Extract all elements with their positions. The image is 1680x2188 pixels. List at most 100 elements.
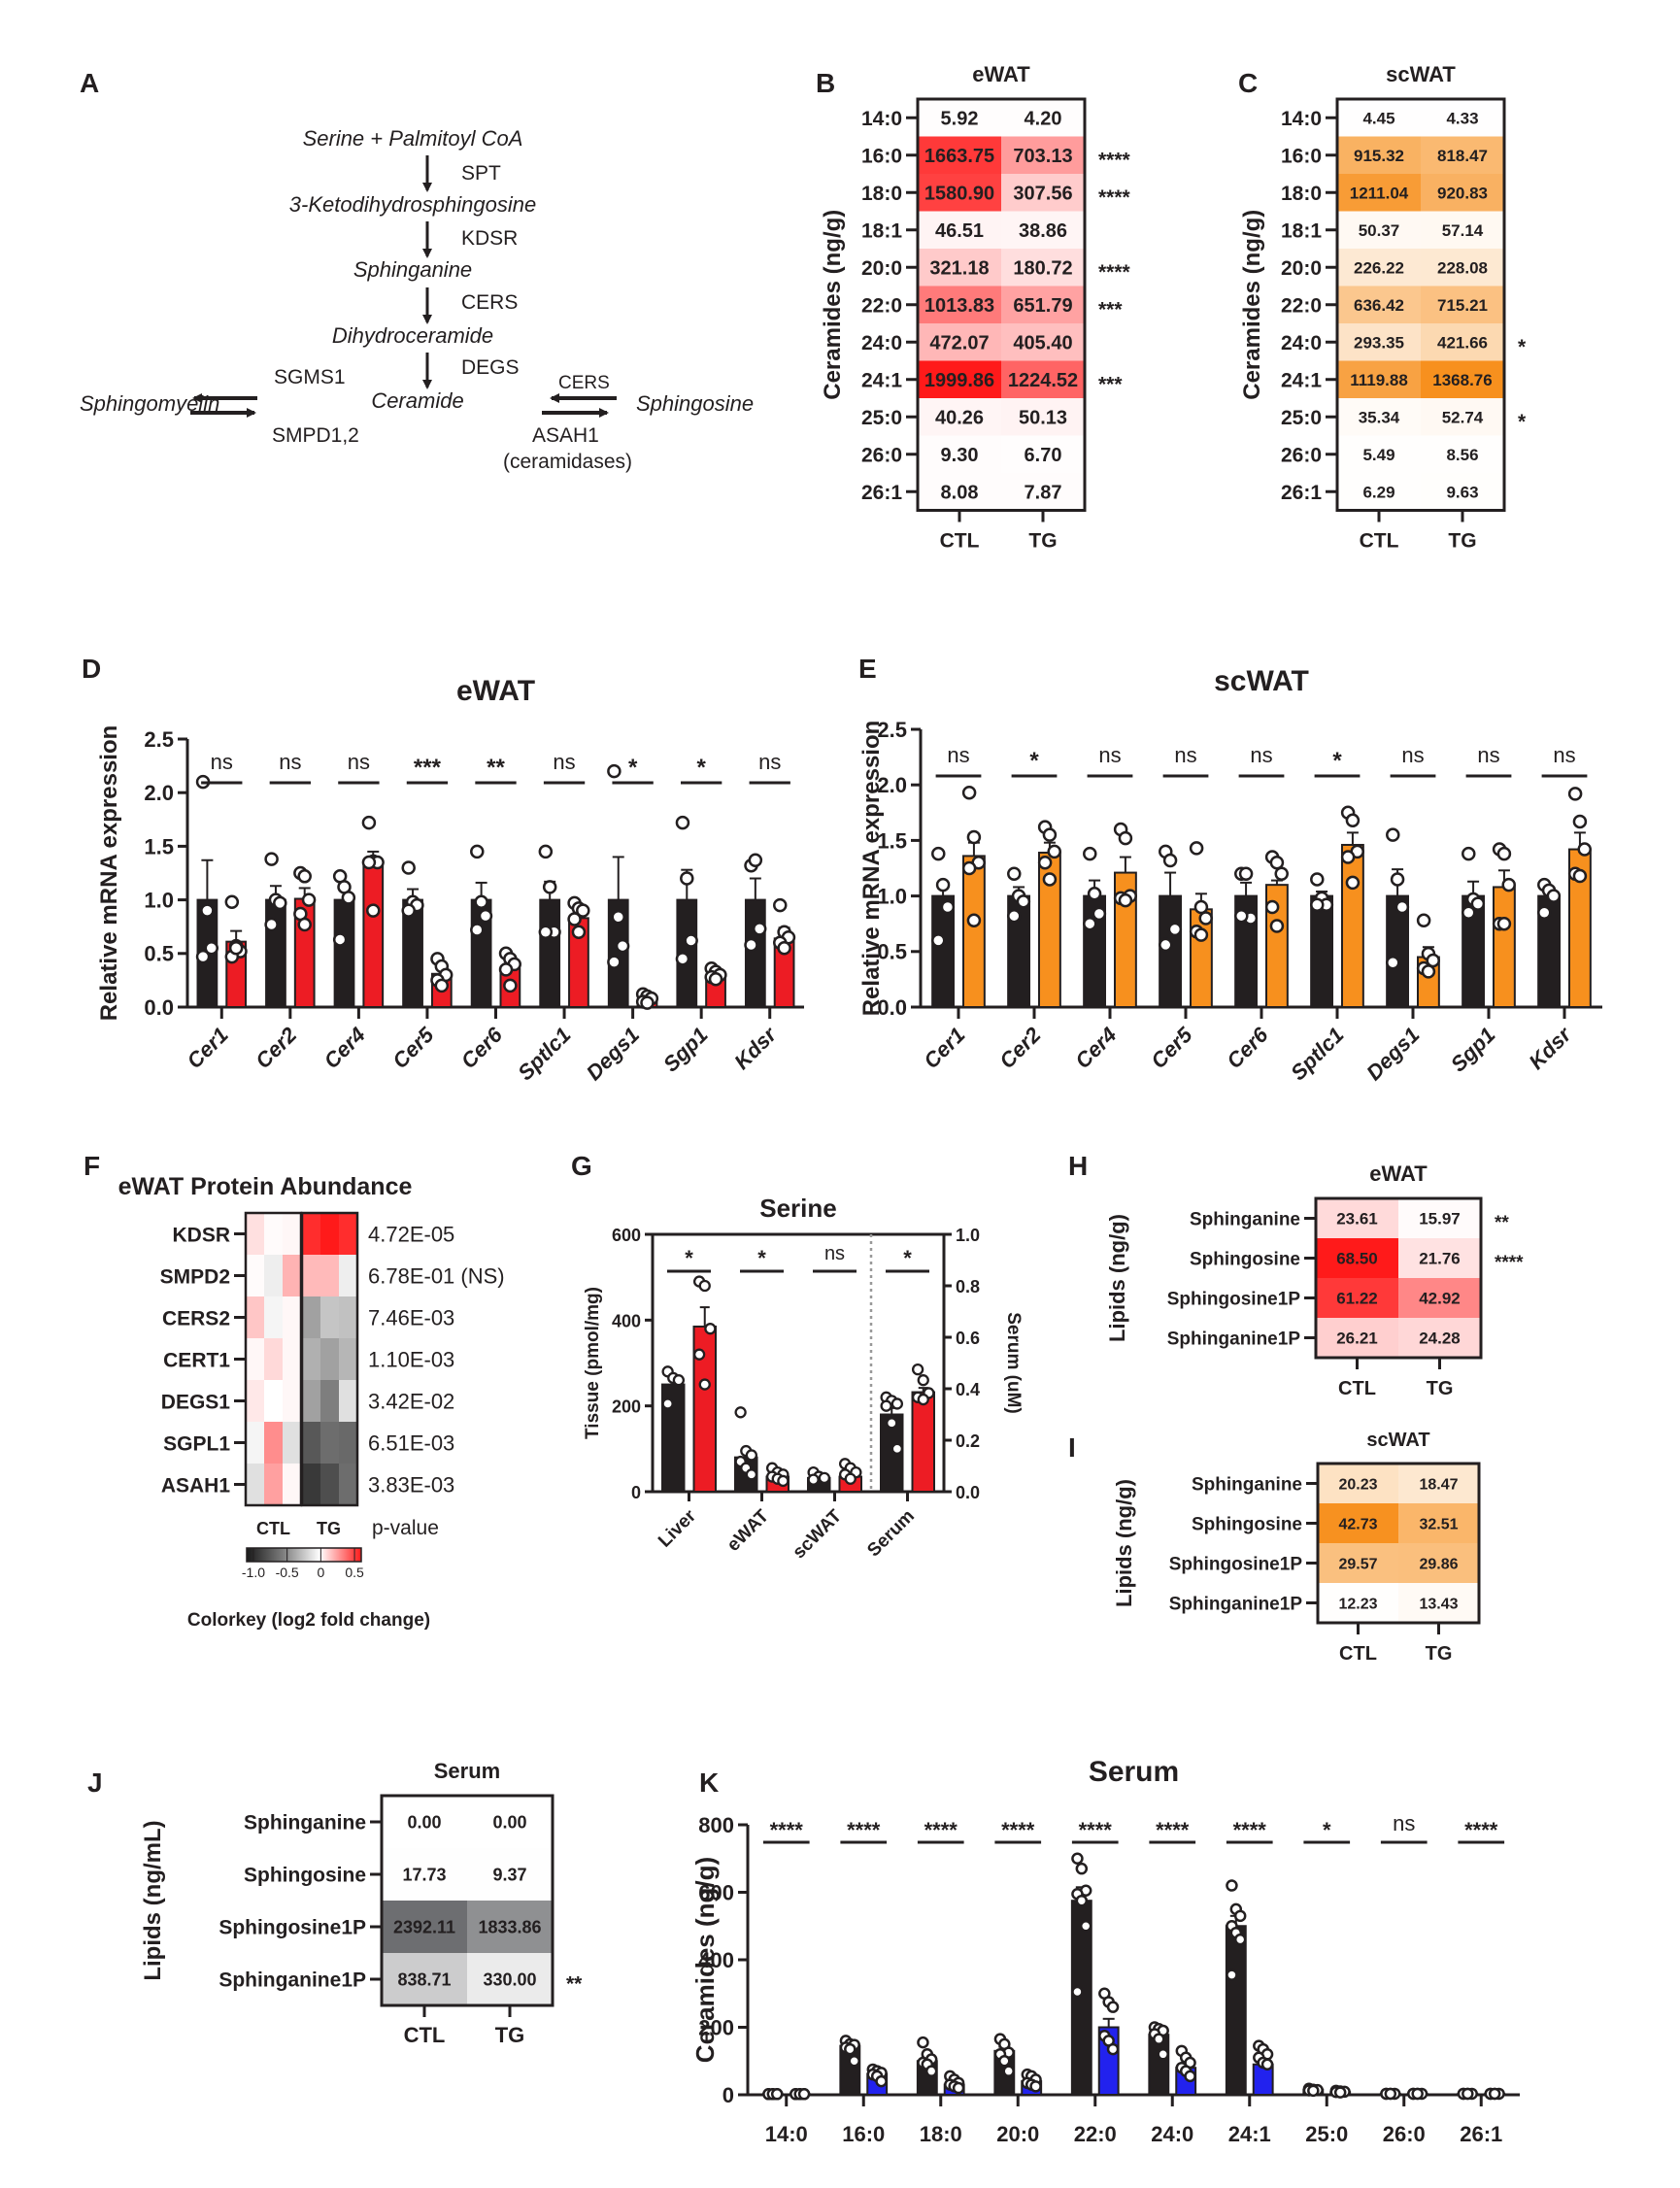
- data-point: [1269, 856, 1285, 870]
- data-point: [1269, 919, 1285, 933]
- heatmap-cell: [1337, 286, 1421, 323]
- x-tick-label: Degs1: [1361, 1023, 1424, 1085]
- row-label: 25:0: [861, 407, 902, 429]
- chart-title: eWAT: [456, 675, 535, 707]
- heatmap-cell: [1421, 286, 1504, 323]
- heatmap-cell-value: 52.74: [1442, 408, 1484, 426]
- data-point: [1071, 1985, 1084, 1999]
- data-point: [1426, 953, 1440, 968]
- heatmap-cell-value: 24.28: [1419, 1330, 1461, 1348]
- data-point: [1079, 1920, 1092, 1933]
- heatmap-cell-value: 23.61: [1336, 1210, 1378, 1229]
- panel-labels: A B C D E F G H I J K: [80, 68, 1258, 1798]
- heatmap-cell-value: 1224.52: [1008, 370, 1078, 391]
- data-point: [1390, 872, 1405, 887]
- data-point: [538, 925, 554, 939]
- data-point: [297, 917, 312, 932]
- heatmap-cell: [264, 1213, 283, 1255]
- panel-label-j: J: [87, 1767, 103, 1798]
- heatmap-cell: [320, 1255, 339, 1296]
- colorkey-bar: [246, 1547, 362, 1563]
- data-point: [917, 2036, 929, 2049]
- significance-marker: *: [685, 1246, 693, 1270]
- heatmap-cell: [1316, 1278, 1398, 1318]
- data-point: [478, 908, 493, 924]
- data-point: [1345, 813, 1361, 828]
- heatmap-cell: [1337, 360, 1421, 398]
- data-point: [818, 1471, 831, 1485]
- heatmap-cell: [1337, 398, 1421, 436]
- heatmap-cell: [918, 136, 1001, 174]
- chart-title: scWAT: [1214, 665, 1309, 697]
- heatmap-cell: [918, 211, 1001, 249]
- x-tick-label: Cer2: [994, 1022, 1046, 1073]
- data-point: [474, 894, 488, 910]
- heatmap-cell-value: 180.72: [1013, 257, 1072, 279]
- x-tick-label: 16:0: [842, 2122, 885, 2146]
- significance-marker: ns: [348, 750, 370, 774]
- x-tick-label: Sptlc1: [1286, 1023, 1348, 1085]
- heatmap-cell-value: 1833.86: [478, 1917, 541, 1936]
- chart-title: Serine: [759, 1194, 837, 1223]
- heatmap-cell: [918, 99, 1001, 137]
- data-point: [1234, 908, 1249, 924]
- heatmap-cell: [264, 1296, 283, 1338]
- significance-marker: ***: [1098, 373, 1123, 395]
- row-label: 16:0: [861, 145, 902, 167]
- heatmap-cell: [283, 1255, 301, 1296]
- heatmap-title: scWAT: [1366, 1430, 1429, 1451]
- y-tick-label: 200: [612, 1397, 641, 1417]
- significance-marker: ****: [1001, 1818, 1035, 1842]
- data-point: [1226, 1969, 1238, 1981]
- heatmap-border: [380, 1794, 554, 2007]
- significance-marker: ****: [1079, 1818, 1113, 1842]
- significance-marker: *: [1332, 748, 1342, 774]
- colorkey-tick-label: -1.0: [242, 1565, 265, 1580]
- heatmap-cell: [302, 1338, 320, 1380]
- enzyme-spt: SPT: [461, 162, 501, 185]
- heatmap-cell-value: 1663.75: [924, 146, 994, 167]
- heatmap-cell: [1001, 136, 1085, 174]
- data-point: [1577, 842, 1592, 857]
- p-value: 6.78E-01 (NS): [368, 1264, 505, 1289]
- data-point: [966, 913, 982, 928]
- heatmap-cell: [918, 286, 1001, 323]
- data-point: [875, 2074, 888, 2088]
- column-label: TG: [1448, 530, 1476, 553]
- significance-marker: *: [696, 755, 706, 781]
- heatmap-cell-value: 1013.83: [924, 295, 994, 317]
- row-label: DEGS1: [161, 1392, 231, 1414]
- row-label: 24:0: [1281, 332, 1322, 354]
- colorkey-label: Colorkey (log2 fold change): [187, 1610, 430, 1631]
- heatmap-cell: [1318, 1464, 1398, 1503]
- data-point: [1307, 2084, 1320, 2098]
- heatmap-cell-value: 32.51: [1419, 1516, 1458, 1532]
- data-point: [1264, 899, 1280, 915]
- significance-marker: ****: [1156, 1818, 1190, 1842]
- enzyme-ceramidases: (ceramidases): [503, 451, 632, 473]
- heatmap-cell-value: 12.23: [1338, 1596, 1377, 1612]
- data-point: [698, 1279, 711, 1293]
- data-point: [777, 941, 791, 956]
- heatmap-cell: [246, 1464, 264, 1505]
- data-point: [1546, 889, 1562, 903]
- heatmap-cell: [1398, 1543, 1479, 1583]
- data-point: [931, 933, 946, 948]
- heatmap-cell: [1337, 435, 1421, 473]
- node-dihydroceramide: Dihydroceramide: [332, 323, 493, 348]
- heatmap-cell: [1337, 249, 1421, 286]
- row-label: Sphingosine1P: [1169, 1554, 1303, 1574]
- data-point: [607, 763, 622, 779]
- heatmap-cell-value: 472.07: [929, 332, 989, 353]
- data-point: [1496, 846, 1512, 861]
- heatmap-cell: [382, 1848, 467, 1901]
- y-axis-label: Lipids (ng/g): [1105, 1214, 1129, 1342]
- x-tick-label: 24:1: [1228, 2122, 1271, 2146]
- bar-ctl: [265, 898, 286, 1008]
- row-label: 16:0: [1281, 145, 1322, 167]
- data-point: [931, 846, 946, 861]
- p-value-header: p-value: [372, 1517, 439, 1539]
- y-axis-label: Relative mRNA expression: [858, 721, 885, 1017]
- p-value: 7.46E-03: [368, 1306, 454, 1330]
- data-point: [1238, 866, 1254, 881]
